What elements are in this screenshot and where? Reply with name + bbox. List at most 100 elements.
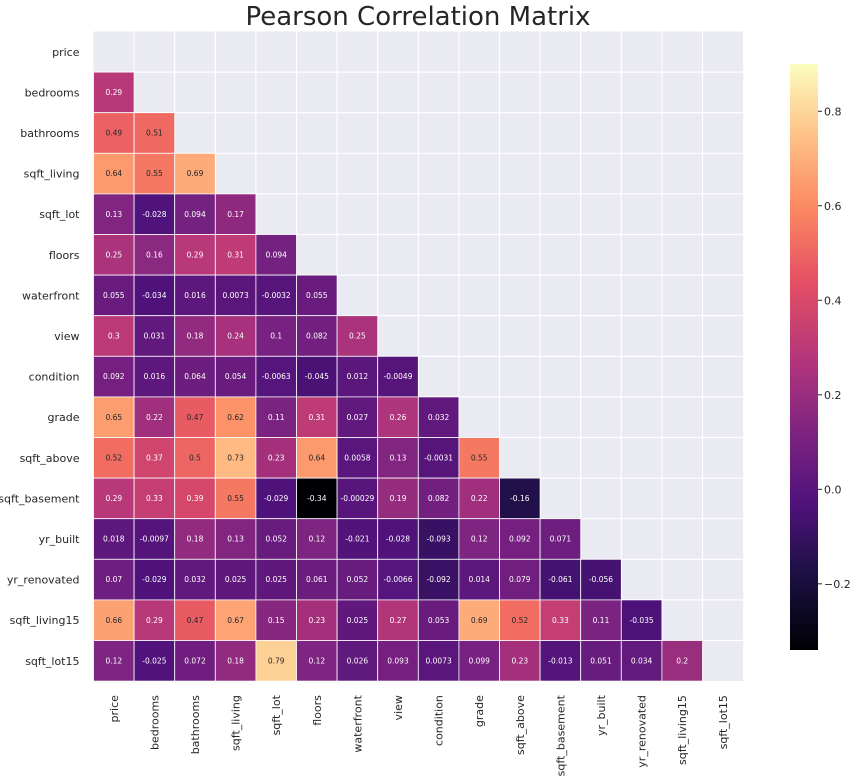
x-tick-label-sqft_lot15: sqft_lot15 (717, 695, 730, 749)
cell-label-yr_built-floors: 0.12 (308, 535, 325, 544)
x-tick-label-bedrooms: bedrooms (148, 695, 161, 750)
cell-label-yr_built-grade: 0.12 (471, 535, 488, 544)
cell-label-bathrooms-bedrooms: 0.51 (146, 129, 163, 138)
cell-sqft_lot-bathrooms (174, 193, 216, 235)
cell-label-bathrooms-price: 0.49 (105, 129, 122, 138)
cell-label-bedrooms-price: 0.29 (105, 88, 122, 97)
cell-condition-bedrooms (133, 355, 176, 398)
cell-sqft_basement-sqft_lot (255, 477, 297, 520)
cell-label-sqft_living15-sqft_living: 0.67 (227, 616, 244, 625)
cell-sqft_living15-yr_renovated (620, 599, 663, 641)
x-tick-label-floors: floors (311, 695, 324, 726)
cell-label-sqft_lot15-sqft_lot: 0.79 (268, 656, 285, 665)
cell-label-condition-sqft_lot: -0.0063 (262, 372, 291, 381)
cell-label-yr_renovated-yr_built: -0.056 (589, 575, 613, 584)
cell-label-sqft_living15-floors: 0.23 (308, 616, 325, 625)
cell-label-sqft_lot15-sqft_above: 0.23 (511, 656, 528, 665)
cell-label-yr_built-bathrooms: 0.18 (187, 535, 204, 544)
cell-label-sqft_living15-sqft_basement: 0.33 (552, 616, 569, 625)
cell-label-yr_renovated-floors: 0.061 (306, 575, 328, 584)
cell-label-sqft_basement-sqft_living: 0.55 (227, 494, 244, 503)
y-tick-label-waterfront: waterfront (22, 289, 80, 302)
cell-label-grade-price: 0.65 (105, 413, 122, 422)
cell-label-sqft_living15-yr_renovated: -0.035 (630, 616, 654, 625)
cell-yr_renovated-sqft_basement (539, 558, 582, 601)
cell-yr_built-sqft_above (499, 518, 541, 560)
cell-floors-sqft_lot (255, 234, 297, 276)
cell-sqft_above-waterfront (336, 437, 379, 479)
cell-label-sqft_lot15-sqft_living15: 0.2 (676, 656, 688, 665)
cell-label-sqft_above-grade: 0.55 (471, 453, 488, 462)
cell-label-sqft_above-bathrooms: 0.5 (189, 453, 201, 462)
cell-label-grade-bedrooms: 0.22 (146, 413, 163, 422)
cell-label-sqft_lot15-bathrooms: 0.072 (184, 656, 206, 665)
cell-label-grade-floors: 0.31 (308, 413, 325, 422)
cell-label-yr_built-sqft_basement: 0.071 (550, 535, 572, 544)
cell-sqft_above-bedrooms (133, 437, 176, 479)
cell-sqft_lot15-sqft_living15 (661, 640, 703, 682)
cell-label-sqft_basement-bathrooms: 0.39 (187, 494, 204, 503)
cell-label-yr_renovated-view: -0.0066 (384, 575, 413, 584)
cell-grade-waterfront (336, 396, 379, 438)
cell-label-sqft_lot15-condition: 0.0073 (425, 656, 451, 665)
colorbar: −0.2 0.0 0.2 0.4 0.6 0.8 (790, 64, 851, 650)
cell-sqft_living15-bedrooms (133, 599, 176, 641)
cell-label-grade-waterfront: 0.027 (347, 413, 369, 422)
cell-label-sqft_lot15-grade: 0.099 (468, 656, 490, 665)
cell-label-floors-price: 0.25 (105, 250, 122, 259)
colorbar-tick-label: 0.4 (824, 294, 842, 307)
y-tick-label-view: view (54, 330, 79, 343)
colorbar-tick-label: 0.8 (824, 105, 842, 118)
cell-sqft_above-bathrooms (174, 437, 216, 479)
cell-yr_built-bedrooms (133, 518, 176, 560)
cell-condition-waterfront (336, 355, 379, 398)
y-tick-label-yr_built: yr_built (39, 533, 81, 546)
cell-sqft_basement-view (377, 477, 419, 520)
cell-label-sqft_basement-waterfront: -0.00029 (341, 494, 375, 503)
cell-label-yr_built-bedrooms: -0.0097 (140, 535, 169, 544)
cell-label-sqft_living-bathrooms: 0.69 (187, 169, 204, 178)
x-tick-label-sqft_living: sqft_living (230, 695, 243, 751)
cell-label-sqft_lot-bedrooms: -0.028 (142, 210, 166, 219)
cell-label-sqft_living15-view: 0.27 (390, 616, 407, 625)
cell-label-sqft_living15-sqft_above: 0.52 (511, 616, 528, 625)
cell-sqft_above-sqft_living (214, 437, 257, 479)
cell-label-sqft_lot15-bedrooms: -0.025 (142, 656, 166, 665)
cell-label-sqft_living-bedrooms: 0.55 (146, 169, 163, 178)
cell-condition-bathrooms (174, 355, 216, 398)
cell-label-yr_renovated-condition: -0.092 (427, 575, 451, 584)
cell-sqft_lot15-price (93, 640, 135, 682)
cell-label-sqft_lot15-sqft_basement: -0.013 (548, 656, 572, 665)
cell-label-yr_renovated-sqft_above: 0.079 (509, 575, 531, 584)
cell-sqft_lot15-floors (296, 640, 338, 682)
cell-label-view-bathrooms: 0.18 (187, 332, 204, 341)
cell-label-waterfront-price: 0.055 (103, 291, 125, 300)
cell-label-sqft_above-sqft_lot: 0.23 (268, 453, 285, 462)
cell-label-waterfront-sqft_living: 0.0073 (222, 291, 248, 300)
colorbar-gradient (790, 64, 818, 650)
cell-label-sqft_above-price: 0.52 (105, 453, 122, 462)
cell-label-sqft_basement-grade: 0.22 (471, 494, 488, 503)
cell-sqft_living15-sqft_living (214, 599, 257, 641)
cell-label-condition-price: 0.092 (103, 372, 125, 381)
cell-label-floors-sqft_living: 0.31 (227, 250, 244, 259)
cell-yr_renovated-price (93, 558, 135, 601)
cell-label-floors-bedrooms: 0.16 (146, 250, 163, 259)
cell-sqft_lot15-condition (417, 640, 460, 682)
cell-sqft_lot15-yr_built (580, 640, 622, 682)
cell-floors-bathrooms (174, 234, 216, 276)
cell-yr_built-sqft_lot (255, 518, 297, 560)
cell-label-view-sqft_lot: 0.1 (270, 332, 282, 341)
cell-label-yr_built-price: 0.018 (103, 535, 125, 544)
y-tick-label-yr_renovated: yr_renovated (7, 574, 80, 587)
cell-label-yr_renovated-bedrooms: -0.029 (142, 575, 166, 584)
cell-sqft_above-view (377, 437, 419, 479)
cell-label-sqft_lot-sqft_living: 0.17 (227, 210, 244, 219)
x-tick-label-yr_built: yr_built (595, 694, 608, 736)
y-tick-label-sqft_living: sqft_living (24, 168, 80, 181)
cell-sqft_living15-sqft_lot (255, 599, 297, 641)
cell-yr_renovated-condition (417, 558, 460, 601)
x-tick-label-yr_renovated: yr_renovated (636, 695, 649, 768)
cell-label-sqft_lot15-yr_built: 0.051 (590, 656, 612, 665)
y-tick-label-sqft_living15: sqft_living15 (10, 614, 80, 627)
